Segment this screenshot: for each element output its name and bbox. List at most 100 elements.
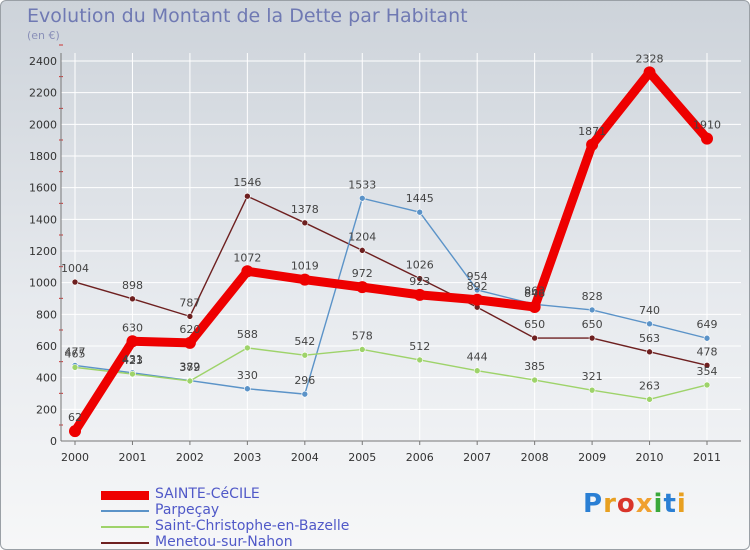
data-label: 1026 xyxy=(406,259,434,272)
data-label: 477 xyxy=(65,345,86,358)
x-tick-label: 2006 xyxy=(406,451,434,464)
data-point xyxy=(646,320,653,328)
data-point xyxy=(588,334,596,342)
data-point xyxy=(358,194,366,202)
data-point xyxy=(531,376,538,384)
legend-label: Menetou-sur-Nahon xyxy=(155,534,293,550)
y-tick-label: 1200 xyxy=(29,245,57,258)
data-label: 1204 xyxy=(348,230,376,243)
y-tick-label: 1600 xyxy=(29,182,57,195)
data-label: 330 xyxy=(237,369,258,382)
data-point xyxy=(244,192,251,200)
x-tick-label: 2010 xyxy=(636,451,664,464)
data-point xyxy=(126,335,139,348)
data-point xyxy=(646,348,653,356)
data-point xyxy=(129,370,136,378)
data-point xyxy=(588,306,596,314)
data-point xyxy=(416,275,424,282)
legend-swatch xyxy=(101,491,149,500)
data-label: 379 xyxy=(179,361,200,374)
data-label: 1445 xyxy=(406,192,434,205)
y-tick-label: 400 xyxy=(36,372,57,385)
data-label: 542 xyxy=(294,335,315,348)
data-label: 1072 xyxy=(233,251,261,264)
data-point xyxy=(588,386,596,394)
data-label: 892 xyxy=(467,280,488,293)
data-point xyxy=(701,132,713,145)
data-point xyxy=(301,390,309,398)
data-point xyxy=(413,288,426,301)
chart-title: Evolution du Montant de la Dette par Hab… xyxy=(27,5,468,27)
y-tick-label: 800 xyxy=(36,308,57,321)
y-tick-label: 2000 xyxy=(29,118,57,131)
logo-letter: P xyxy=(583,489,604,519)
y-tick-label: 1800 xyxy=(29,150,57,163)
data-label: 1910 xyxy=(693,119,721,132)
data-point xyxy=(301,219,309,227)
x-tick-label: 2004 xyxy=(291,451,319,464)
x-tick-label: 2007 xyxy=(463,451,491,464)
data-label: 263 xyxy=(639,379,660,392)
data-point xyxy=(244,344,251,352)
data-point xyxy=(643,66,656,79)
legend-label: Saint-Christophe-en-Bazelle xyxy=(155,518,350,534)
data-point xyxy=(471,293,484,306)
data-point xyxy=(186,313,194,320)
data-label: 578 xyxy=(352,329,373,342)
data-label: 630 xyxy=(122,321,143,334)
logo-letter: i xyxy=(676,489,687,519)
data-label: 1004 xyxy=(61,262,89,275)
legend-label: SAINTE-CéCILE xyxy=(155,486,260,502)
series-line xyxy=(74,347,708,401)
data-point xyxy=(531,334,538,342)
series-line xyxy=(70,67,712,436)
y-tick-label: 2400 xyxy=(29,55,57,68)
data-point xyxy=(186,377,194,385)
data-point xyxy=(646,396,653,403)
data-label: 1546 xyxy=(233,176,261,189)
data-point xyxy=(183,336,196,349)
data-point xyxy=(358,346,366,353)
y-tick-label: 200 xyxy=(36,403,57,416)
data-label: 385 xyxy=(524,360,545,373)
data-label: 563 xyxy=(639,332,660,345)
data-label: 1871 xyxy=(578,125,606,138)
data-label: 2328 xyxy=(636,52,664,65)
data-label: 1019 xyxy=(291,260,319,273)
legend-swatch xyxy=(101,526,149,528)
data-label: 898 xyxy=(122,279,143,292)
data-label: 972 xyxy=(352,267,373,280)
data-point xyxy=(528,301,541,314)
x-tick-label: 2002 xyxy=(176,451,204,464)
logo-letter: o xyxy=(616,489,636,519)
data-point xyxy=(244,385,251,393)
data-label: 62 xyxy=(68,411,82,424)
y-tick-label: 1000 xyxy=(29,277,57,290)
legend-swatch xyxy=(101,542,149,544)
data-point xyxy=(473,286,481,294)
data-point xyxy=(416,208,424,216)
data-point xyxy=(586,138,599,151)
data-label: 296 xyxy=(294,374,315,387)
logo-letter: t xyxy=(663,489,677,519)
data-label: 423 xyxy=(122,354,143,367)
x-tick-label: 2001 xyxy=(118,451,146,464)
data-point xyxy=(71,278,79,286)
data-label: 465 xyxy=(65,347,86,360)
data-label: 828 xyxy=(582,290,603,303)
data-point xyxy=(298,273,311,286)
data-label: 846 xyxy=(524,287,545,300)
x-tick-label: 2005 xyxy=(348,451,376,464)
data-label: 620 xyxy=(179,323,200,336)
data-label: 478 xyxy=(697,345,718,358)
y-tick-label: 2200 xyxy=(29,87,57,100)
data-label: 650 xyxy=(582,318,603,331)
x-tick-label: 2008 xyxy=(521,451,549,464)
proxiti-logo: Proxiti xyxy=(583,489,687,519)
data-point xyxy=(703,381,711,389)
data-point xyxy=(69,425,81,438)
data-label: 740 xyxy=(639,304,660,317)
data-point xyxy=(358,247,366,254)
